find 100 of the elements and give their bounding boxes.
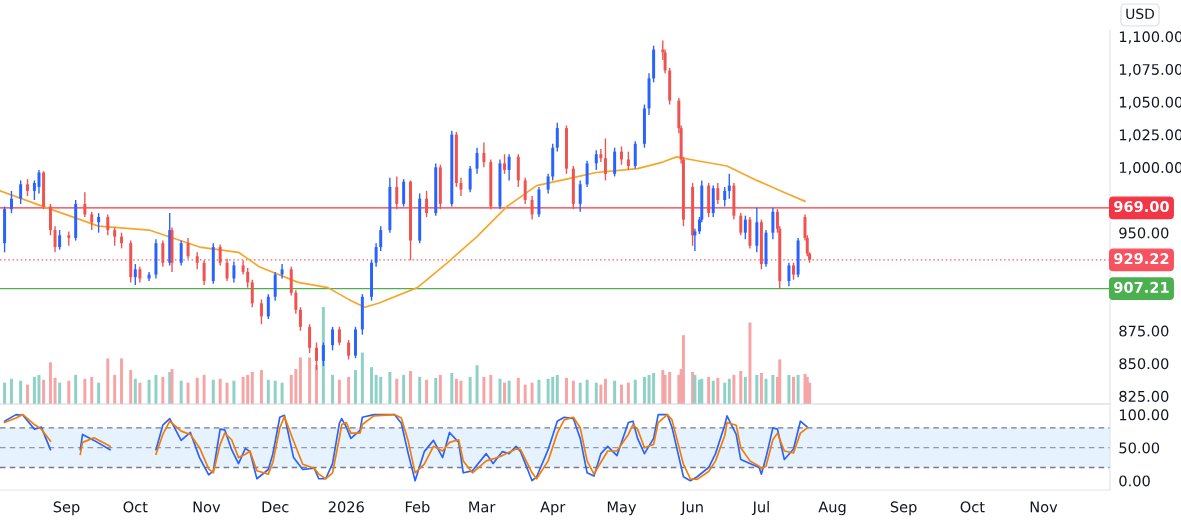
bar bbox=[418, 376, 422, 404]
candlestick bbox=[337, 326, 341, 346]
candlestick bbox=[594, 149, 598, 171]
candlestick bbox=[266, 293, 270, 320]
bar bbox=[259, 370, 263, 404]
bar bbox=[3, 382, 7, 404]
bar bbox=[179, 380, 183, 404]
candlestick bbox=[482, 141, 486, 169]
bar bbox=[74, 374, 78, 404]
bar bbox=[298, 357, 302, 404]
x-tick-label: Nov bbox=[1030, 501, 1058, 513]
bar bbox=[379, 376, 383, 404]
candlestick bbox=[97, 212, 101, 234]
bar bbox=[273, 380, 277, 404]
bar bbox=[246, 374, 250, 404]
candlestick bbox=[83, 191, 87, 218]
candlestick bbox=[755, 207, 759, 254]
candlestick bbox=[585, 160, 589, 188]
candlestick bbox=[523, 177, 527, 205]
bar bbox=[425, 379, 429, 404]
bar bbox=[475, 365, 479, 404]
bar bbox=[113, 374, 117, 404]
candlestick bbox=[716, 182, 720, 205]
x-tick-label: Feb bbox=[405, 501, 430, 513]
y-tick-label: 850.00 bbox=[1119, 358, 1169, 370]
candlestick bbox=[113, 226, 117, 247]
bar bbox=[337, 379, 341, 404]
candlestick bbox=[19, 179, 23, 205]
bar bbox=[202, 374, 206, 404]
candlestick bbox=[792, 262, 795, 281]
bar bbox=[555, 374, 559, 404]
bar bbox=[232, 380, 236, 404]
x-tick-label: Sep bbox=[53, 501, 80, 516]
bar bbox=[266, 379, 270, 404]
bar bbox=[498, 378, 502, 404]
candlestick bbox=[468, 165, 472, 193]
bar bbox=[37, 374, 41, 404]
candlestick bbox=[425, 190, 429, 218]
x-tick-label: Sep bbox=[890, 501, 917, 516]
candlestick bbox=[133, 263, 137, 286]
candlestick bbox=[546, 173, 550, 195]
x-tick-label: 2026 bbox=[328, 501, 364, 513]
candlestick bbox=[202, 259, 206, 286]
bar bbox=[218, 378, 222, 404]
bar bbox=[147, 379, 151, 404]
candlestick bbox=[739, 212, 743, 237]
candlestick bbox=[308, 323, 312, 354]
bar bbox=[438, 374, 442, 404]
bar bbox=[523, 384, 527, 404]
bar bbox=[564, 377, 568, 404]
candlestick bbox=[578, 179, 582, 213]
bar bbox=[402, 374, 406, 404]
bar bbox=[711, 380, 715, 404]
candlestick bbox=[186, 237, 190, 260]
candlestick bbox=[218, 243, 222, 267]
candlestick bbox=[507, 153, 511, 182]
bar bbox=[537, 379, 541, 404]
candlestick bbox=[693, 228, 697, 252]
candlestick bbox=[633, 140, 637, 170]
candlestick bbox=[603, 137, 607, 182]
bar bbox=[778, 359, 782, 404]
bar bbox=[771, 374, 775, 404]
x-tick-label: Apr bbox=[540, 501, 566, 516]
bar bbox=[225, 382, 229, 404]
y-tick-label: 0.00 bbox=[1119, 475, 1150, 487]
bar bbox=[9, 378, 13, 404]
bar bbox=[241, 376, 245, 404]
candlestick bbox=[289, 265, 293, 297]
bar bbox=[53, 377, 57, 404]
bar bbox=[792, 376, 795, 404]
bar bbox=[652, 372, 656, 404]
bar bbox=[370, 367, 374, 404]
bar bbox=[681, 335, 685, 404]
bar bbox=[154, 374, 158, 404]
candlestick bbox=[331, 326, 335, 352]
candlestick bbox=[516, 153, 520, 188]
ref-line-label: 907.21 bbox=[1114, 281, 1169, 293]
bar bbox=[723, 382, 727, 404]
bar bbox=[315, 365, 318, 404]
bar bbox=[620, 384, 623, 404]
bar bbox=[647, 374, 651, 404]
x-tick-label: Dec bbox=[262, 501, 289, 513]
candlestick bbox=[106, 213, 110, 237]
bar bbox=[626, 382, 630, 404]
candlestick bbox=[273, 271, 277, 302]
candlestick bbox=[37, 169, 41, 195]
bar bbox=[551, 376, 555, 404]
bar bbox=[97, 382, 101, 404]
bar bbox=[755, 374, 759, 404]
bar bbox=[468, 376, 472, 404]
x-tick-label: Oct bbox=[960, 501, 985, 513]
x-tick-label: Aug bbox=[818, 501, 846, 516]
text: USD bbox=[1126, 8, 1155, 20]
candlestick bbox=[723, 186, 727, 208]
candlestick bbox=[321, 341, 325, 367]
bar bbox=[661, 370, 665, 404]
candlestick bbox=[727, 173, 731, 200]
bar bbox=[603, 378, 607, 404]
candlestick bbox=[620, 145, 623, 166]
bar bbox=[280, 382, 284, 404]
